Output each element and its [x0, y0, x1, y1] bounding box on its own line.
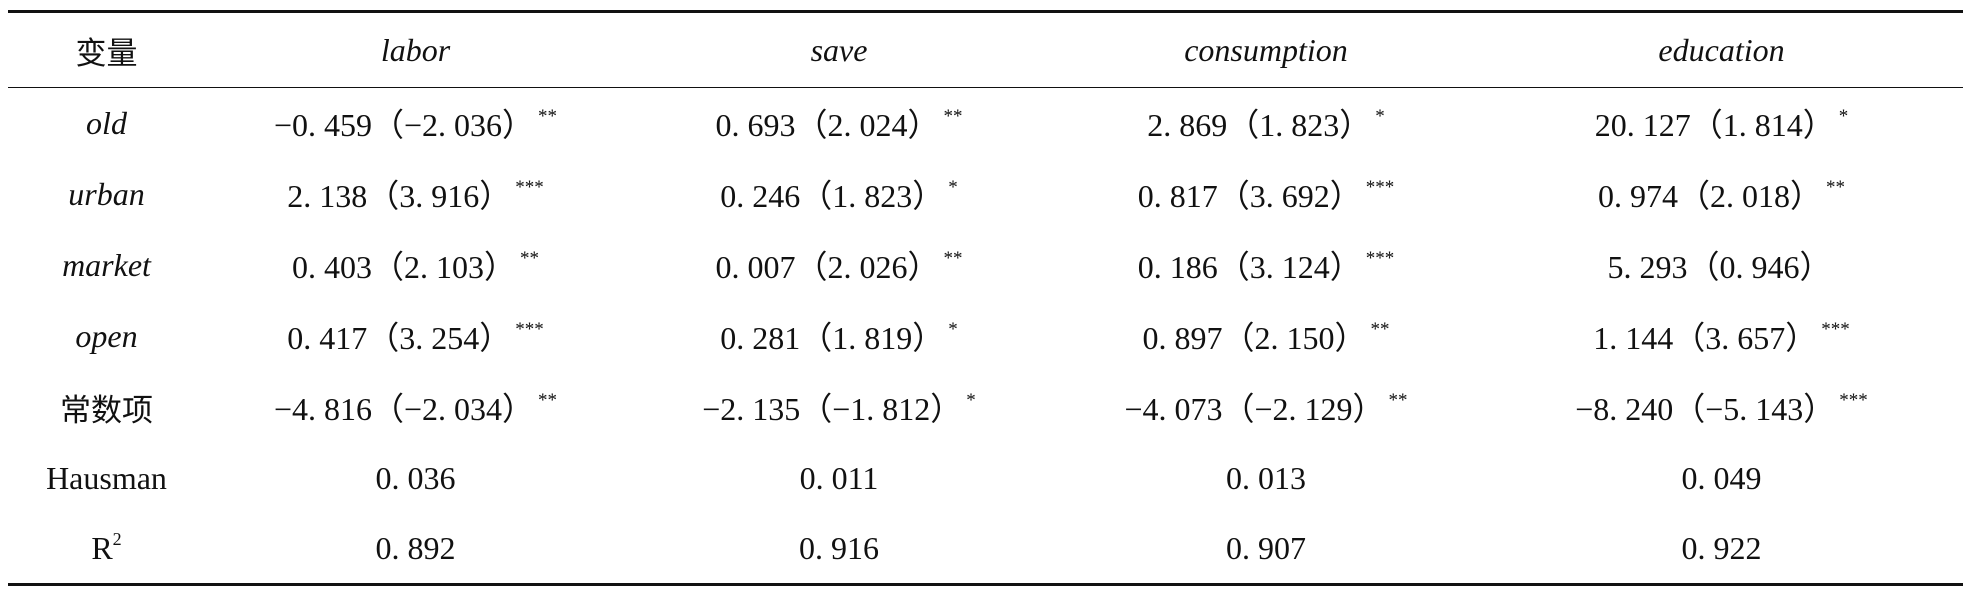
cell-value: 0. 693（2. 024）: [715, 107, 940, 144]
significance-stars: ***: [1365, 248, 1395, 269]
significance-stars: *: [1375, 106, 1385, 128]
significance-stars: ***: [515, 319, 544, 340]
header-education: education: [1658, 31, 1785, 68]
table-cell: 2. 138（3. 916） ***: [205, 159, 626, 230]
table-cell: 5. 293（0. 946）: [1480, 230, 1963, 301]
table-cell: 0. 036: [205, 443, 626, 514]
cell-value: 0. 007（2. 026）: [715, 249, 940, 285]
cell-value: −8. 240（−5. 143）: [1575, 391, 1836, 427]
header-variable: 变量: [75, 35, 138, 72]
table-row: Hausman 0. 036 0. 011 0. 013 0. 049: [8, 443, 1963, 514]
cell-value: 20. 127（1. 814）: [1594, 107, 1835, 144]
r-label: R: [91, 530, 113, 567]
row-label-constant: 常数项: [60, 392, 153, 429]
row-label-open: open: [75, 317, 138, 354]
table-row: 常数项 −4. 816（−2. 034） ** −2. 135（−1. 812） *…: [8, 372, 1963, 443]
table-cell: −4. 073（−2. 129） **: [1052, 372, 1480, 443]
cell-value: 0. 417（3. 254）: [287, 320, 512, 356]
table-cell: 0. 892: [205, 514, 626, 585]
table-cell: 0. 246（1. 823） *: [626, 159, 1052, 230]
table-cell: −2. 135（−1. 812） *: [626, 372, 1052, 443]
table-cell: 0. 693（2. 024） **: [626, 88, 1052, 159]
row-label-urban: urban: [68, 175, 145, 212]
table-row: market 0. 403（2. 103） ** 0. 007（2. 026） **…: [8, 230, 1963, 301]
significance-stars: **: [538, 390, 558, 411]
table-cell: −0. 459（−2. 036） **: [205, 88, 626, 159]
table-cell: 0. 974（2. 018） **: [1480, 159, 1963, 230]
significance-stars: ***: [1839, 390, 1868, 411]
table-cell: 0. 922: [1480, 514, 1963, 585]
significance-stars: *: [948, 177, 958, 198]
table-cell: 0. 817（3. 692） ***: [1052, 159, 1480, 230]
cell-value: 0. 403（2. 103）: [291, 249, 516, 285]
header-save: save: [810, 31, 868, 68]
cell-value: 0. 907: [1226, 529, 1306, 566]
r-superscript: 2: [112, 529, 122, 550]
cell-value: 5. 293（0. 946）: [1607, 249, 1832, 285]
significance-stars: **: [1388, 390, 1408, 411]
table-cell: 0. 013: [1052, 443, 1480, 514]
header-labor: labor: [380, 31, 451, 68]
cell-value: 0. 892: [375, 529, 456, 566]
table-cell: 20. 127（1. 814） *: [1480, 88, 1963, 159]
cell-value: 2. 869（1. 823）: [1147, 107, 1372, 144]
cell-value: 0. 246（1. 823）: [720, 178, 945, 214]
table-cell: 0. 281（1. 819） *: [626, 301, 1052, 372]
table-cell: 1. 144（3. 657） ***: [1480, 301, 1963, 372]
table-row: old −0. 459（−2. 036） ** 0. 693（2. 024） ** …: [8, 88, 1963, 159]
header-consumption: consumption: [1184, 31, 1348, 68]
table-cell: 0. 417（3. 254） ***: [205, 301, 626, 372]
significance-stars: *: [1838, 106, 1849, 128]
row-label-old: old: [86, 104, 127, 141]
cell-value: −4. 073（−2. 129）: [1124, 391, 1385, 427]
cell-value: 0. 011: [799, 459, 879, 496]
table-cell: 0. 011: [626, 443, 1052, 514]
cell-value: 0. 281（1. 819）: [720, 320, 945, 356]
significance-stars: **: [943, 106, 963, 128]
cell-value: −0. 459（−2. 036）: [273, 107, 535, 144]
cell-value: 0. 036: [375, 459, 456, 496]
significance-stars: ***: [515, 177, 544, 198]
cell-value: 0. 013: [1226, 459, 1306, 496]
table-cell: 0. 916: [626, 514, 1052, 585]
table-cell: −8. 240（−5. 143） ***: [1480, 372, 1963, 443]
row-label-hausman: Hausman: [46, 459, 167, 496]
cell-value: 0. 186（3. 124）: [1137, 249, 1362, 285]
significance-stars: **: [520, 248, 539, 269]
cell-value: 0. 916: [799, 529, 879, 566]
regression-results-table: 变量 labor save consumption education old …: [8, 10, 1963, 586]
cell-value: 1. 144（3. 657）: [1593, 320, 1818, 356]
table-cell: 0. 403（2. 103） **: [205, 230, 626, 301]
significance-stars: **: [943, 248, 963, 269]
table-row: urban 2. 138（3. 916） *** 0. 246（1. 823） * …: [8, 159, 1963, 230]
table-cell: 0. 897（2. 150） **: [1052, 301, 1480, 372]
significance-stars: ***: [1365, 177, 1395, 198]
table-cell: 2. 869（1. 823） *: [1052, 88, 1480, 159]
significance-stars: *: [948, 319, 958, 340]
table-cell: −4. 816（−2. 034） **: [205, 372, 626, 443]
table-header-row: 变量 labor save consumption education: [8, 11, 1963, 88]
significance-stars: **: [538, 106, 558, 128]
table-cell: 0. 907: [1052, 514, 1480, 585]
significance-stars: *: [966, 390, 976, 411]
cell-value: −2. 135（−1. 812）: [702, 391, 963, 427]
significance-stars: **: [1370, 319, 1390, 340]
significance-stars: ***: [1821, 319, 1850, 340]
cell-value: 0. 922: [1681, 529, 1762, 566]
row-label-r-squared: R2: [8, 514, 205, 585]
cell-value: −4. 816（−2. 034）: [273, 391, 535, 427]
cell-value: 0. 974（2. 018）: [1597, 178, 1822, 214]
table-row: open 0. 417（3. 254） *** 0. 281（1. 819） * 0…: [8, 301, 1963, 372]
cell-value: 0. 897（2. 150）: [1142, 320, 1367, 356]
table-cell: 0. 186（3. 124） ***: [1052, 230, 1480, 301]
row-label-market: market: [62, 246, 151, 283]
cell-value: 0. 049: [1681, 459, 1762, 496]
significance-stars: **: [1826, 177, 1845, 198]
cell-value: 2. 138（3. 916）: [287, 178, 512, 214]
table-cell: 0. 049: [1480, 443, 1963, 514]
cell-value: 0. 817（3. 692）: [1137, 178, 1362, 214]
table-cell: 0. 007（2. 026） **: [626, 230, 1052, 301]
table-row: R2 0. 892 0. 916 0. 907 0. 922: [8, 514, 1963, 585]
